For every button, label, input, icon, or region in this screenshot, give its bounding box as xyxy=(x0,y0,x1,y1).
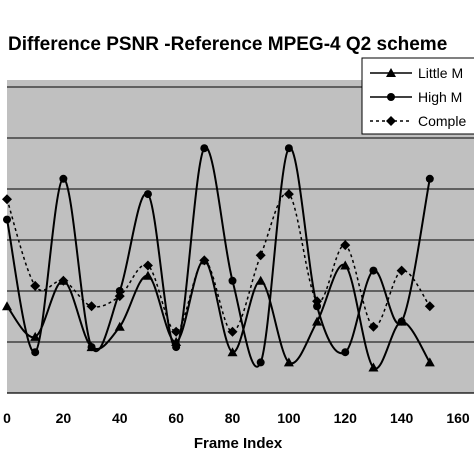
x-tick-label: 0 xyxy=(3,410,11,426)
legend-box xyxy=(361,57,474,135)
x-tick-label: 140 xyxy=(390,410,414,426)
data-point-circle xyxy=(313,302,322,311)
chart-title: Difference PSNR -Reference MPEG-4 Q2 sch… xyxy=(8,34,447,55)
legend-label: High M xyxy=(418,89,462,105)
legend-marker-triangle xyxy=(386,68,396,77)
x-tick-label: 160 xyxy=(446,410,470,426)
data-point-diamond xyxy=(30,280,41,291)
data-point-triangle xyxy=(368,362,379,372)
x-tick-label: 100 xyxy=(277,410,301,426)
legend-label: Little M xyxy=(418,65,463,81)
data-point-diamond xyxy=(142,260,153,271)
data-point-triangle xyxy=(142,270,153,280)
series-line-1 xyxy=(6,259,431,370)
legend-marker-circle xyxy=(387,93,395,101)
series-line-2 xyxy=(6,146,431,368)
data-point-circle xyxy=(369,266,378,275)
x-axis-label: Frame Index xyxy=(194,435,283,452)
series-line-3 xyxy=(6,192,431,333)
data-point-diamond xyxy=(396,265,407,276)
data-point-diamond xyxy=(114,291,125,302)
data-point-diamond xyxy=(58,275,69,286)
data-point-circle xyxy=(397,317,406,326)
data-point-diamond xyxy=(86,301,97,312)
legend-entries: Little M High M Comple xyxy=(370,65,466,129)
data-point-circle xyxy=(115,287,124,295)
data-point-circle xyxy=(59,174,68,183)
x-tick-label: 80 xyxy=(225,410,241,426)
data-point-triangle xyxy=(30,331,41,341)
data-point-circle xyxy=(31,348,40,357)
data-point-triangle xyxy=(340,260,351,270)
data-point-triangle xyxy=(255,275,266,285)
data-point-diamond xyxy=(312,296,323,307)
data-point-triangle xyxy=(227,347,238,357)
data-point-triangle xyxy=(283,357,294,367)
data-point-circle xyxy=(425,174,434,183)
legend-label: Comple xyxy=(418,113,466,129)
data-point-triangle xyxy=(114,321,125,331)
data-point-diamond xyxy=(2,194,12,205)
x-tick-label: 60 xyxy=(168,410,184,426)
data-point-circle xyxy=(341,348,350,357)
x-tick-label: 120 xyxy=(334,410,358,426)
series-layer xyxy=(2,144,435,372)
data-point-circle xyxy=(172,343,181,352)
data-point-triangle xyxy=(424,357,435,367)
x-tick-label: 20 xyxy=(56,410,72,426)
data-point-diamond xyxy=(424,301,435,312)
data-point-diamond xyxy=(199,255,210,266)
data-point-diamond xyxy=(227,326,238,337)
data-point-diamond xyxy=(171,326,182,337)
data-point-circle xyxy=(143,190,152,199)
x-tick-labels: 0 20 40 60 80 100 120 140 160 xyxy=(3,410,470,426)
legend-marker-diamond xyxy=(386,116,396,126)
data-point-circle xyxy=(87,343,96,352)
data-point-diamond xyxy=(368,321,379,332)
data-point-diamond xyxy=(255,250,266,261)
data-point-diamond xyxy=(283,189,294,200)
data-point-triangle xyxy=(2,301,12,311)
data-point-circle xyxy=(256,358,265,367)
x-tick-label: 40 xyxy=(112,410,128,426)
data-point-diamond xyxy=(340,240,351,251)
legend: Little M High M Comple xyxy=(361,57,474,135)
data-point-circle xyxy=(200,144,209,153)
data-point-circle xyxy=(228,276,237,285)
data-point-circle xyxy=(284,144,293,153)
data-point-triangle xyxy=(312,316,323,326)
data-point-circle xyxy=(3,215,11,224)
